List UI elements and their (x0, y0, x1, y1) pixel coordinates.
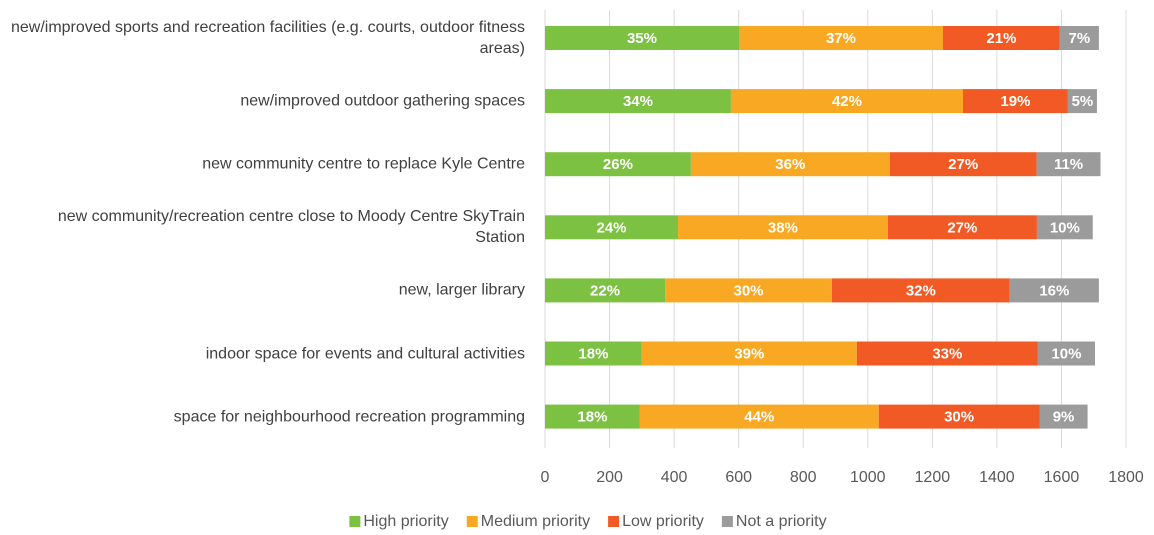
value-label: 19% (1000, 93, 1030, 110)
bar-segment (889, 152, 1037, 177)
value-label: 27% (948, 156, 978, 173)
value-label: 42% (832, 93, 862, 110)
bar-segment (1036, 215, 1093, 240)
bar-segment (878, 404, 1040, 429)
legend-label: High priority (363, 513, 448, 530)
bar-segment (1067, 89, 1097, 114)
bar-segment (1037, 341, 1096, 366)
x-tick-label: 1400 (979, 469, 1015, 486)
value-label: 10% (1050, 219, 1080, 236)
bar-segment (1039, 404, 1088, 429)
x-tick-label: 200 (596, 469, 623, 486)
value-label: 27% (947, 219, 977, 236)
category-label: indoor space for events and cultural act… (205, 345, 525, 362)
bar-segment (856, 341, 1038, 366)
x-tick-label: 800 (790, 469, 817, 486)
value-label: 30% (944, 409, 974, 426)
bar-segment (730, 89, 963, 114)
bar-segment (887, 215, 1037, 240)
category-label: space for neighbourhood recreation progr… (173, 408, 525, 426)
value-label: 44% (744, 409, 774, 426)
value-label: 16% (1039, 282, 1069, 299)
bar-segment (738, 26, 943, 50)
value-label: 11% (1054, 156, 1083, 173)
value-label: 9% (1053, 409, 1075, 426)
bar-segment (545, 278, 666, 303)
legend-swatch (466, 516, 478, 527)
category-label: new community centre to replace Kyle Cen… (202, 155, 525, 173)
bar-segment (545, 152, 691, 177)
value-label: 34% (623, 93, 653, 110)
value-label: 22% (590, 282, 620, 299)
x-tick-label: 1800 (1108, 469, 1144, 486)
legend-swatch (349, 516, 361, 527)
x-tick-label: 1000 (850, 469, 886, 486)
legend-label: Medium priority (481, 513, 590, 530)
bar-segment (545, 26, 739, 50)
category-label: new/improved outdoor gathering spaces (240, 92, 525, 110)
value-label: 33% (932, 345, 962, 362)
bar-segment (545, 341, 642, 366)
value-label: 36% (775, 156, 805, 173)
value-label: 26% (603, 156, 633, 173)
value-label: 30% (733, 282, 763, 299)
x-tick-label: 1200 (915, 469, 951, 486)
x-tick-label: 0 (541, 469, 550, 486)
value-label: 32% (906, 282, 936, 299)
legend-swatch (608, 516, 620, 527)
bar-segment (690, 152, 890, 177)
bar-segment (677, 215, 888, 240)
value-label: 5% (1072, 93, 1094, 110)
value-label: 21% (986, 30, 1016, 47)
x-tick-label: 600 (725, 469, 752, 486)
value-label: 38% (768, 219, 798, 236)
value-label: 10% (1051, 345, 1081, 362)
bar-segment (942, 26, 1060, 50)
bar-segment (545, 215, 678, 240)
bar-segment (545, 404, 640, 429)
value-label: 7% (1069, 30, 1091, 47)
value-label: 35% (627, 30, 657, 47)
category-label: new community/recreation centre close to… (57, 208, 525, 247)
value-label: 37% (826, 30, 856, 47)
legend-label: Low priority (622, 513, 704, 530)
x-tick-label: 1600 (1044, 469, 1080, 486)
bar-segment (545, 89, 731, 114)
bar-segment (962, 89, 1068, 114)
bar-segment (1036, 152, 1101, 177)
category-label: new/improved sports and recreation facil… (10, 19, 525, 57)
value-label: 18% (577, 409, 607, 426)
value-label: 24% (596, 219, 626, 236)
bar-segment (639, 404, 879, 429)
bar-segment (831, 278, 1010, 303)
value-label: 18% (578, 345, 608, 362)
bar-segment (665, 278, 832, 303)
legend-swatch (721, 516, 733, 527)
category-label: new, larger library (398, 281, 525, 299)
value-label: 39% (734, 345, 764, 362)
bar-segment (1009, 278, 1099, 303)
legend-label: Not a priority (736, 513, 827, 530)
x-tick-label: 400 (661, 469, 688, 486)
bar-segment (1059, 26, 1099, 50)
bar-segment (641, 341, 857, 366)
